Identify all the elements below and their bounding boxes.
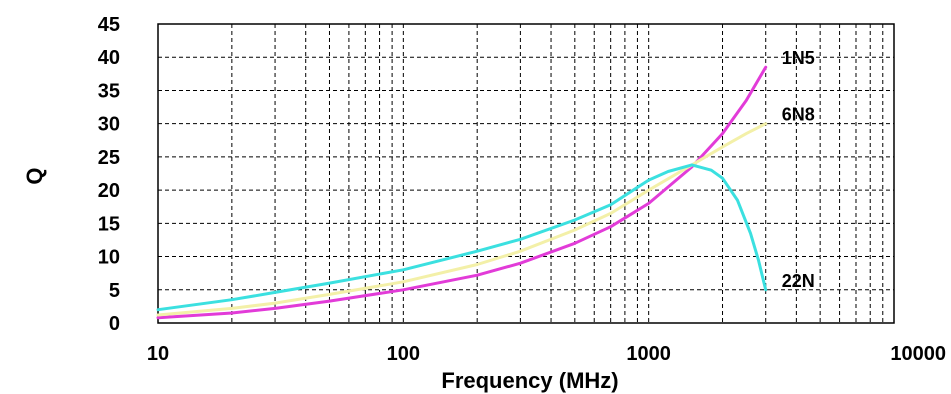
y-tick-label: 20: [98, 180, 120, 202]
series-label-22n: 22N: [782, 271, 815, 291]
y-tick-label: 35: [98, 80, 120, 102]
y-tick-label: 10: [98, 247, 120, 269]
y-tick-label: 25: [98, 147, 120, 169]
x-tick-label: 10000: [890, 343, 946, 365]
y-axis-title: Q: [22, 167, 47, 184]
grid: [158, 24, 894, 323]
series-group: [156, 65, 768, 320]
y-tick-label: 30: [98, 114, 120, 136]
series-line-22n: [156, 163, 768, 312]
y-tick-label: 40: [98, 47, 120, 69]
series-label-1n5: 1N5: [782, 48, 815, 68]
x-tick-label: 1000: [626, 343, 671, 365]
x-tick-labels: 10 100 1000 10000: [147, 343, 946, 365]
series-label-6n8: 6N8: [782, 105, 815, 125]
series-labels: 1N5 6N8 22N: [782, 48, 815, 291]
x-axis-title: Frequency (MHz): [441, 368, 618, 393]
plot-frame: [157, 23, 895, 324]
x-tick-label: 10: [147, 343, 169, 365]
series-line-1n5: [156, 65, 768, 320]
y-tick-labels: 0 5 10 15 20 25 30 35 40 45: [98, 14, 120, 335]
y-tick-label: 15: [98, 213, 120, 235]
x-tick-label: 100: [387, 343, 420, 365]
y-tick-label: 0: [109, 313, 120, 335]
y-tick-label: 45: [98, 14, 120, 36]
y-tick-label: 5: [109, 280, 120, 302]
series-line-6n8: [156, 122, 768, 317]
